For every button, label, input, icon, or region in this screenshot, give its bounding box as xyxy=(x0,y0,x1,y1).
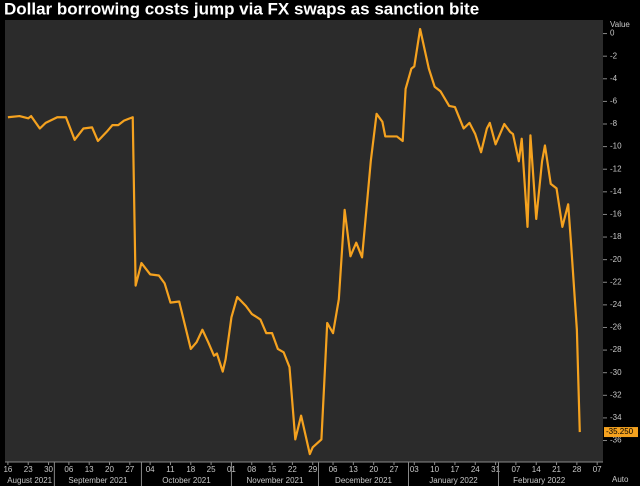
month-label: January 2022 xyxy=(429,476,478,485)
y-tick-label: -6 xyxy=(610,97,618,106)
y-tick-label: -36 xyxy=(610,436,622,445)
x-tick-label: 06 xyxy=(64,465,73,474)
y-tick-label: -28 xyxy=(610,345,622,354)
x-tick-label: 03 xyxy=(410,465,419,474)
x-tick-label: 20 xyxy=(105,465,114,474)
month-label: October 2021 xyxy=(162,476,211,485)
x-tick-label: 29 xyxy=(308,465,317,474)
x-tick-label: 07 xyxy=(593,465,602,474)
month-label: August 2021 xyxy=(7,476,52,485)
y-tick-label: -24 xyxy=(610,300,622,309)
y-tick-label: -2 xyxy=(610,51,618,60)
last-value-label: -35.250 xyxy=(606,427,634,436)
month-label: February 2022 xyxy=(513,476,566,485)
y-axis-label: Value xyxy=(610,20,630,29)
x-tick-label: 27 xyxy=(390,465,399,474)
plot-area xyxy=(5,20,603,462)
x-tick-label: 21 xyxy=(552,465,561,474)
x-tick-label: 31 xyxy=(491,465,500,474)
x-tick-label: 17 xyxy=(450,465,459,474)
month-label: December 2021 xyxy=(335,476,392,485)
x-tick-label: 28 xyxy=(572,465,581,474)
y-tick-label: -4 xyxy=(610,74,618,83)
series-line xyxy=(7,27,581,456)
x-tick-label: 15 xyxy=(268,465,277,474)
last-value-box xyxy=(604,427,638,438)
y-tick-label: -20 xyxy=(610,255,622,264)
x-tick-label: 25 xyxy=(207,465,216,474)
month-label: September 2021 xyxy=(68,476,128,485)
x-tick-label: 27 xyxy=(125,465,134,474)
y-tick-label: -16 xyxy=(610,210,622,219)
scale-mode: Auto xyxy=(612,475,629,484)
x-tick-label: 14 xyxy=(532,465,541,474)
y-tick-label: -18 xyxy=(610,232,622,241)
x-tick-label: 16 xyxy=(3,465,12,474)
x-tick-label: 24 xyxy=(471,465,480,474)
x-tick-label: 10 xyxy=(430,465,439,474)
x-tick-label: 22 xyxy=(288,465,297,474)
y-tick-label: -14 xyxy=(610,187,622,196)
x-tick-label: 11 xyxy=(166,465,175,474)
x-tick-label: 30 xyxy=(44,465,53,474)
y-tick-label: -22 xyxy=(610,277,622,286)
x-tick-label: 18 xyxy=(186,465,195,474)
y-tick-label: -8 xyxy=(610,119,618,128)
y-tick-label: -34 xyxy=(610,413,622,422)
x-tick-label: 13 xyxy=(349,465,358,474)
y-tick-label: -32 xyxy=(610,390,622,399)
x-tick-label: 06 xyxy=(329,465,338,474)
y-tick-label: -26 xyxy=(610,323,622,332)
x-tick-label: 04 xyxy=(146,465,155,474)
x-tick-label: 23 xyxy=(24,465,33,474)
chart-title: Dollar borrowing costs jump via FX swaps… xyxy=(4,0,479,18)
month-label: November 2021 xyxy=(247,476,304,485)
y-tick-label: -10 xyxy=(610,142,622,151)
y-tick-label: 0 xyxy=(610,29,615,38)
x-tick-label: 20 xyxy=(369,465,378,474)
x-tick-label: 07 xyxy=(511,465,520,474)
x-tick-label: 13 xyxy=(85,465,94,474)
y-tick-label: -30 xyxy=(610,368,622,377)
y-tick-label: -12 xyxy=(610,164,622,173)
x-tick-label: 08 xyxy=(247,465,256,474)
